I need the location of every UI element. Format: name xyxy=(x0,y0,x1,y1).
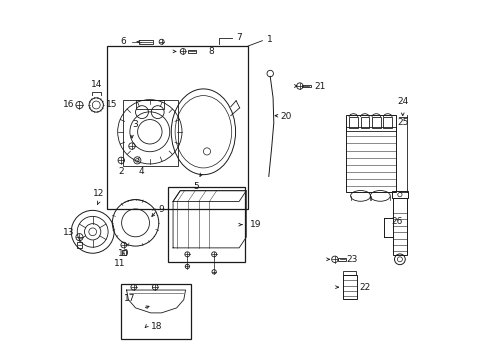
Bar xyxy=(391,192,407,198)
Bar xyxy=(346,115,395,192)
Text: 14: 14 xyxy=(90,80,102,89)
Bar xyxy=(371,117,380,129)
Text: 26: 26 xyxy=(391,217,402,226)
Text: 8: 8 xyxy=(207,47,213,56)
Text: 10: 10 xyxy=(118,249,129,258)
Text: 22: 22 xyxy=(359,283,370,292)
Text: 6: 6 xyxy=(120,37,125,46)
Text: 23: 23 xyxy=(346,255,357,264)
Text: 16: 16 xyxy=(63,100,75,109)
Bar xyxy=(123,100,178,166)
Bar xyxy=(139,40,153,44)
Text: 9: 9 xyxy=(159,205,164,214)
Text: 17: 17 xyxy=(124,294,135,303)
Text: 7: 7 xyxy=(236,33,242,42)
Bar xyxy=(392,198,406,255)
Bar xyxy=(107,46,247,208)
Text: 11: 11 xyxy=(114,259,126,268)
Text: 3: 3 xyxy=(132,120,138,129)
Text: 21: 21 xyxy=(313,82,325,91)
Bar xyxy=(348,117,357,129)
Text: 2: 2 xyxy=(118,167,124,176)
Text: 12: 12 xyxy=(93,189,104,198)
Text: 13: 13 xyxy=(63,228,75,237)
Bar xyxy=(77,242,82,248)
Text: 20: 20 xyxy=(280,112,291,121)
Bar xyxy=(122,250,125,255)
Bar xyxy=(343,271,356,275)
Text: 25: 25 xyxy=(397,118,408,127)
Bar xyxy=(135,100,164,109)
Bar xyxy=(383,117,391,129)
Bar xyxy=(346,127,395,131)
Bar xyxy=(301,85,310,87)
Text: 18: 18 xyxy=(151,322,162,331)
Text: 24: 24 xyxy=(397,97,408,106)
Bar xyxy=(167,187,244,262)
Bar xyxy=(360,117,368,129)
Text: 1: 1 xyxy=(266,35,272,44)
Bar xyxy=(121,284,190,339)
Text: 5: 5 xyxy=(193,182,199,191)
Text: 19: 19 xyxy=(249,220,261,229)
Text: 4: 4 xyxy=(138,167,143,176)
Bar xyxy=(342,275,356,299)
Bar xyxy=(337,258,345,261)
Bar xyxy=(187,50,196,53)
Text: 15: 15 xyxy=(106,100,117,109)
